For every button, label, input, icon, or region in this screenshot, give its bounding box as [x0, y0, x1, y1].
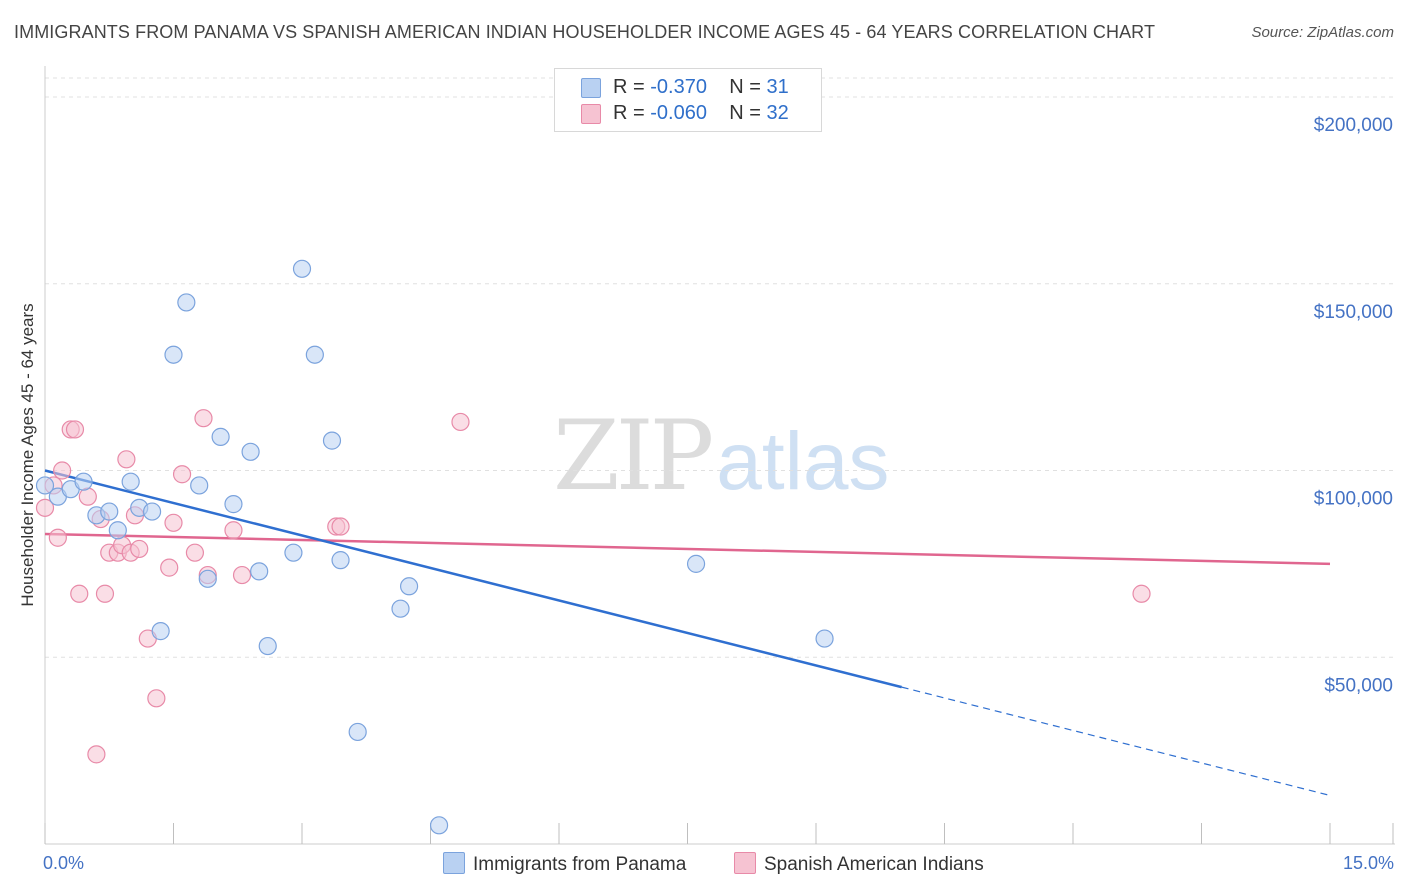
y-tick-label: $50,000 — [1324, 675, 1393, 696]
trend-layer — [44, 469, 1331, 797]
data-point-panama — [198, 569, 217, 588]
data-point-panama — [348, 722, 367, 742]
watermark-atlas: atlas — [716, 416, 890, 507]
data-point-spanish-american-indians — [147, 689, 166, 708]
n-value-panama: 31 — [766, 76, 789, 98]
data-point-panama — [177, 293, 196, 312]
data-point-spanish-american-indians — [331, 517, 350, 536]
data-point-spanish-american-indians — [35, 498, 55, 517]
data-point-panama — [391, 599, 410, 618]
legend-stats-panama: R = -0.370 N = 31 — [613, 76, 789, 99]
data-point-spanish-american-indians — [117, 450, 136, 469]
legend-stats-spanish-american-indians: R = -0.060 N = 32 — [613, 102, 789, 125]
data-point-spanish-american-indians — [224, 521, 243, 540]
y-tick-label: $100,000 — [1314, 489, 1393, 510]
r-label: R = — [613, 76, 651, 98]
n-label: N = — [729, 102, 767, 124]
data-point-panama — [100, 502, 119, 521]
data-point-panama — [190, 476, 209, 495]
data-point-spanish-american-indians — [232, 565, 252, 585]
trend-line-panama — [44, 469, 902, 689]
correlation-legend: R = -0.370 N = 31 R = -0.060 N = 32 — [554, 68, 822, 132]
data-point-panama — [241, 442, 260, 461]
data-point-panama — [108, 521, 127, 540]
data-point-spanish-american-indians — [451, 412, 470, 432]
trend-line-panama-extrapolated — [901, 686, 1331, 797]
data-point-spanish-american-indians — [160, 558, 179, 577]
data-point-spanish-american-indians — [164, 513, 183, 532]
legend-swatch-spanish-american-indians — [734, 852, 756, 874]
data-point-spanish-american-indians — [1132, 584, 1151, 603]
legend-swatch-panama — [581, 78, 601, 98]
data-point-spanish-american-indians — [70, 584, 89, 603]
x-tick-label-min: 0.0% — [43, 853, 84, 873]
legend-label-spanish-american-indians: Spanish American Indians — [764, 854, 984, 875]
data-point-spanish-american-indians — [130, 539, 149, 559]
data-point-panama — [211, 427, 230, 446]
data-point-spanish-american-indians — [48, 528, 67, 547]
data-point-panama — [35, 476, 55, 495]
data-point-spanish-american-indians — [172, 465, 192, 484]
points-layer — [35, 259, 1151, 835]
legend-item-spanish-american-indians: Spanish American Indians — [734, 852, 984, 876]
data-point-panama — [305, 345, 324, 364]
r-value-panama: -0.370 — [650, 76, 707, 98]
label-layer: $50,000 $100,000 $150,000 $200,000 0.0% 15.0% — [43, 115, 1394, 873]
chart-title: IMMIGRANTS FROM PANAMA VS SPANISH AMERIC… — [14, 22, 1156, 42]
data-point-spanish-american-indians — [53, 461, 72, 480]
data-point-panama — [250, 562, 269, 581]
data-point-panama — [121, 472, 140, 491]
data-point-spanish-american-indians — [87, 745, 106, 764]
data-point-panama — [151, 622, 170, 641]
legend-swatch-spanish-american-indians — [581, 104, 601, 124]
data-point-panama — [74, 472, 93, 491]
legend-item-panama: Immigrants from Panama — [443, 852, 686, 876]
data-point-spanish-american-indians — [65, 420, 85, 439]
data-point-panama — [224, 495, 243, 514]
data-point-panama — [258, 636, 277, 656]
r-value-spanish-american-indians: -0.060 — [650, 102, 707, 124]
data-point-panama — [142, 502, 162, 521]
data-point-spanish-american-indians — [185, 543, 205, 562]
legend-label-panama: Immigrants from Panama — [473, 854, 687, 875]
data-point-panama — [292, 259, 312, 278]
n-label: N = — [729, 76, 767, 98]
data-point-panama — [815, 629, 834, 648]
data-point-panama — [331, 551, 350, 570]
data-point-panama — [686, 554, 706, 573]
legend-swatch-panama — [443, 852, 465, 874]
y-tick-label: $150,000 — [1314, 302, 1393, 323]
trend-line-spanish-american-indians — [44, 532, 1331, 566]
data-point-panama — [164, 345, 183, 364]
watermark-zip: ZIP — [553, 400, 714, 512]
data-point-panama — [284, 543, 303, 562]
data-point-spanish-american-indians — [78, 487, 97, 506]
data-point-panama — [429, 816, 449, 835]
source-label: Source: ZipAtlas.com — [1251, 24, 1394, 41]
y-tick-label: $200,000 — [1314, 115, 1393, 136]
data-point-spanish-american-indians — [95, 584, 115, 603]
axis-layer — [44, 66, 1395, 845]
data-point-panama — [399, 577, 419, 596]
watermark: ZIPatlas — [553, 400, 889, 512]
n-value-spanish-american-indians: 32 — [766, 102, 789, 124]
data-point-panama — [322, 431, 342, 450]
r-label: R = — [613, 102, 651, 124]
data-point-spanish-american-indians — [194, 409, 213, 428]
x-tick-label-max: 15.0% — [1343, 853, 1394, 873]
